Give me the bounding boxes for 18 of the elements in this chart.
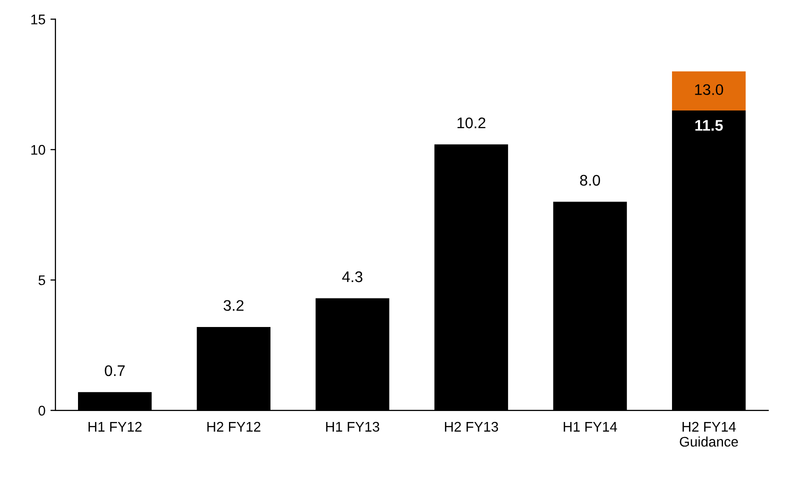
y-tick-label: 0 xyxy=(38,406,46,416)
bar xyxy=(672,71,746,110)
y-tick-label: 5 xyxy=(38,275,46,286)
x-tick-label: H1 FY14 xyxy=(564,422,618,432)
x-tick-label: H2 FY13 xyxy=(444,422,498,432)
data-label: 0.7 xyxy=(104,365,125,376)
data-label: 8.0 xyxy=(580,174,600,186)
y-tick-label: 10 xyxy=(31,144,46,155)
data-label: 3.2 xyxy=(224,300,244,311)
x-tick-label: H2 FY12 xyxy=(207,422,260,432)
x-tick-label: H2 FY14 Guidance xyxy=(680,422,738,447)
data-label: 11.5 xyxy=(695,120,723,131)
x-tick-label: H1 FY13 xyxy=(326,422,380,432)
x-tick-label: H1 FY12 xyxy=(88,422,142,432)
data-label: 10.2 xyxy=(458,118,486,128)
y-tick-label: 15 xyxy=(31,14,46,24)
data-label: 4.3 xyxy=(342,271,362,282)
total-label: 13.0 xyxy=(695,84,724,96)
